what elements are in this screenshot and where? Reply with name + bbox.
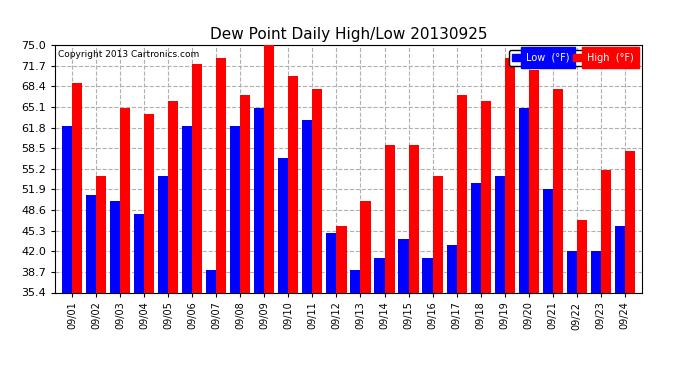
Bar: [519, 108, 529, 292]
Bar: [254, 108, 264, 292]
Text: Copyright 2013 Cartronics.com: Copyright 2013 Cartronics.com: [58, 50, 199, 59]
Bar: [182, 126, 193, 292]
Bar: [120, 108, 130, 292]
Title: Dew Point Daily High/Low 20130925: Dew Point Daily High/Low 20130925: [210, 27, 487, 42]
Bar: [134, 214, 144, 292]
Bar: [313, 89, 322, 292]
Bar: [398, 239, 408, 292]
Bar: [553, 89, 563, 292]
Legend: Low  (°F), High  (°F): Low (°F), High (°F): [509, 50, 637, 66]
Bar: [495, 176, 504, 292]
Bar: [96, 176, 106, 292]
Bar: [577, 220, 587, 292]
Bar: [360, 201, 371, 292]
Bar: [206, 270, 216, 292]
Bar: [422, 258, 433, 292]
Bar: [278, 158, 288, 292]
Bar: [457, 95, 466, 292]
Bar: [230, 126, 240, 292]
Bar: [408, 145, 419, 292]
Bar: [625, 151, 635, 292]
Bar: [601, 170, 611, 292]
Bar: [566, 251, 577, 292]
Bar: [433, 176, 443, 292]
Bar: [615, 226, 625, 292]
Bar: [264, 45, 275, 292]
Bar: [529, 70, 539, 292]
Bar: [591, 251, 601, 292]
Bar: [337, 226, 346, 292]
Bar: [351, 270, 360, 292]
Bar: [72, 82, 82, 292]
Bar: [504, 57, 515, 292]
Bar: [86, 195, 96, 292]
Bar: [542, 189, 553, 292]
Bar: [326, 232, 337, 292]
Bar: [471, 183, 481, 292]
Bar: [216, 57, 226, 292]
Bar: [288, 76, 299, 292]
Bar: [193, 64, 202, 292]
Bar: [110, 201, 120, 292]
Bar: [240, 95, 250, 292]
Bar: [302, 120, 313, 292]
Bar: [168, 101, 178, 292]
Bar: [481, 101, 491, 292]
Bar: [384, 145, 395, 292]
Bar: [144, 114, 155, 292]
Bar: [158, 176, 168, 292]
Bar: [62, 126, 72, 292]
Bar: [375, 258, 384, 292]
Bar: [446, 245, 457, 292]
